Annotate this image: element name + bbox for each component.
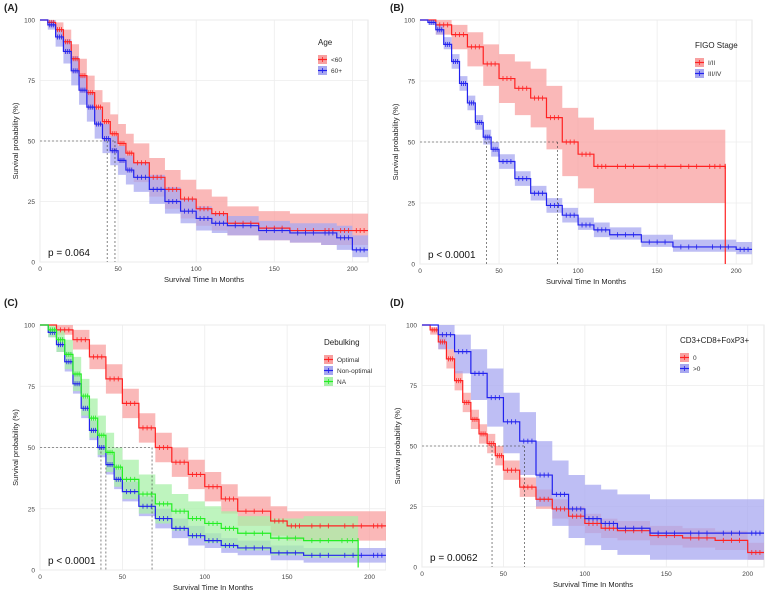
y-tick-label: 50 — [408, 140, 416, 147]
y-tick-label: 25 — [28, 506, 36, 513]
legend-entry-label: III/IV — [708, 71, 722, 78]
x-tick-label: 200 — [742, 571, 753, 578]
survival-curve-series — [40, 19, 368, 232]
x-tick-label: 150 — [282, 574, 293, 581]
panel-label: (B) — [390, 3, 404, 14]
x-tick-label: 0 — [38, 574, 42, 581]
x-tick-label: 150 — [652, 268, 663, 275]
panel-label: (D) — [390, 298, 404, 309]
x-tick-label: 0 — [418, 268, 422, 275]
legend-entry-label: I/II — [708, 60, 715, 67]
survival-curve-series — [40, 19, 368, 251]
y-tick-label: 75 — [28, 384, 36, 391]
x-tick-label: 200 — [364, 574, 375, 581]
x-tick-label: 150 — [269, 266, 280, 273]
y-tick-label: 75 — [410, 383, 418, 390]
legend-title: Debulking — [324, 338, 360, 347]
survival-curve-series — [422, 324, 764, 534]
y-tick-label: 25 — [410, 504, 418, 511]
y-axis-label: Survival probability (%) — [393, 407, 402, 484]
survival-curve-series — [40, 324, 359, 568]
survival-curve-series — [40, 324, 386, 527]
x-tick-label: 0 — [38, 266, 42, 273]
y-tick-label: 50 — [28, 445, 36, 452]
x-tick-label: 100 — [191, 266, 202, 273]
panel-b-chart: (B) 0 25 50 75 100 0 50 100 150 200 Survival Time I… — [390, 3, 753, 286]
x-axis-label: Survival Time In Months — [173, 583, 253, 592]
panel-a-chart: (A) 0 25 50 75 100 0 50 100 150 200 Survival Time I… — [4, 3, 369, 284]
x-tick-label: 150 — [661, 571, 672, 578]
legend-entry-label: 0 — [693, 355, 697, 362]
y-tick-label: 100 — [406, 323, 417, 330]
y-tick-label: 0 — [411, 262, 415, 269]
p-value-annotation: p < 0.0001 — [48, 556, 96, 567]
legend-entry-label: <60 — [331, 57, 342, 64]
x-axis-label: Survival Time In Months — [553, 580, 633, 589]
y-axis-label: Survival probability (%) — [11, 409, 20, 486]
p-value-annotation: p < 0.0001 — [428, 250, 476, 261]
x-tick-label: 50 — [119, 574, 127, 581]
x-tick-label: 100 — [573, 268, 584, 275]
legend-title: FIGO Stage — [695, 41, 738, 50]
y-axis-label: Survival probability (%) — [11, 102, 20, 179]
x-tick-label: 50 — [495, 268, 503, 275]
panel-d-chart: (D) 0 25 50 75 100 0 50 100 150 200 Survival Time I… — [390, 298, 765, 589]
legend-entry-label: NA — [337, 379, 347, 386]
y-axis-label: Survival probability (%) — [391, 103, 400, 180]
y-tick-label: 50 — [410, 444, 418, 451]
legend-entry-label: 60+ — [331, 68, 342, 75]
survival-curve-series — [422, 324, 764, 554]
p-value-annotation: p = 0.0062 — [430, 553, 478, 564]
panel-label: (C) — [4, 298, 18, 309]
legend-entry-label: Non-optimal — [337, 368, 373, 375]
y-tick-label: 50 — [28, 139, 36, 146]
y-tick-label: 0 — [31, 260, 35, 267]
x-tick-label: 50 — [500, 571, 508, 578]
x-tick-label: 100 — [579, 571, 590, 578]
y-tick-label: 75 — [408, 79, 416, 86]
x-axis-label: Survival Time In Months — [164, 275, 244, 284]
legend-entry-label: >0 — [693, 366, 701, 373]
x-tick-label: 200 — [731, 268, 742, 275]
x-tick-label: 0 — [420, 571, 424, 578]
panel-label: (A) — [4, 3, 18, 14]
y-tick-label: 0 — [413, 565, 417, 572]
x-tick-label: 50 — [114, 266, 122, 273]
y-tick-label: 100 — [404, 18, 415, 25]
y-tick-label: 100 — [24, 18, 35, 25]
y-tick-label: 25 — [28, 199, 36, 206]
y-tick-label: 0 — [31, 568, 35, 575]
p-value-annotation: p = 0.064 — [48, 248, 90, 259]
survival-curve-series — [420, 19, 752, 250]
y-tick-label: 75 — [28, 78, 36, 85]
legend-title: CD3+CD8+FoxP3+ — [680, 336, 749, 345]
y-tick-label: 100 — [24, 323, 35, 330]
legend-title: Age — [318, 38, 333, 47]
x-tick-label: 200 — [347, 266, 358, 273]
panel-c-chart: (C) 0 25 50 75 100 0 50 100 150 200 Survival Time I… — [4, 298, 386, 592]
confidence-band-0 — [422, 325, 764, 560]
y-tick-label: 25 — [408, 201, 416, 208]
legend-entry-label: Optimal — [337, 357, 360, 364]
x-axis-label: Survival Time In Months — [546, 277, 626, 286]
x-tick-label: 100 — [199, 574, 210, 581]
